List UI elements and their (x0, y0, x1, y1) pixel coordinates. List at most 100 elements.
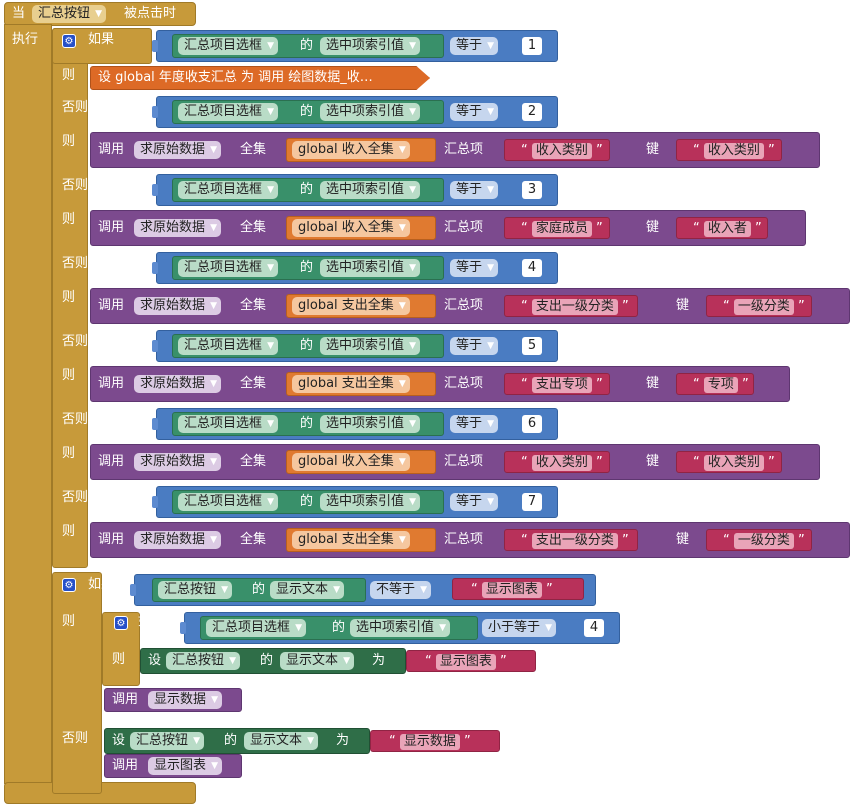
item-text-block[interactable]: “ 支出一级分类 ” (504, 529, 638, 551)
gear-icon[interactable]: ⚙ (62, 578, 76, 592)
call-label: 调用 (98, 220, 125, 235)
item-text-block[interactable]: “ 支出专项 ” (504, 373, 610, 395)
branch-number[interactable]: 5 (522, 337, 542, 355)
gear-icon[interactable]: ⚙ (114, 616, 128, 630)
chevron-down-icon: ▼ (487, 497, 495, 507)
equals-dropdown[interactable]: 等于 ▼ (450, 493, 499, 511)
proc-dropdown[interactable]: 求原始数据 ▼ (134, 141, 222, 159)
equals-dropdown[interactable]: 等于 ▼ (450, 181, 499, 199)
if-block-2-frame[interactable] (52, 572, 102, 794)
set-then-prop-dropdown[interactable]: 显示文本 ▼ (280, 652, 355, 670)
key-text-block[interactable]: “ 一级分类 ” (706, 529, 812, 551)
then-label-2: 则 (62, 614, 76, 629)
set-global-block[interactable] (90, 66, 430, 90)
sum-item-label: 汇总项 (444, 532, 484, 547)
set-then-of: 的 (260, 653, 274, 668)
proc-dropdown[interactable]: 求原始数据 ▼ (134, 453, 222, 471)
chevron-down-icon: ▼ (398, 457, 406, 467)
collection-dropdown[interactable]: global 支出全集 ▼ (292, 297, 410, 315)
key-text-value: 专项 (703, 377, 738, 393)
equals-dropdown[interactable]: 等于 ▼ (450, 259, 499, 277)
key-text-block[interactable]: “ 专项 ” (676, 373, 754, 395)
not-equals-dropdown[interactable]: 不等于 ▼ (370, 581, 432, 599)
selector-component-dropdown[interactable]: 汇总项目选框 ▼ (178, 103, 279, 121)
else-label: 否则 (62, 731, 89, 746)
selector-property-dropdown[interactable]: 选中项索引值 ▼ (320, 103, 421, 121)
key-text-block[interactable]: “ 一级分类 ” (706, 295, 812, 317)
selector-component-dropdown[interactable]: 汇总项目选框 ▼ (178, 181, 279, 199)
selector-property-dropdown[interactable]: 选中项索引值 ▼ (320, 337, 421, 355)
selector-component-dropdown[interactable]: 汇总项目选框 ▼ (178, 415, 279, 433)
if-block-1-frame[interactable] (52, 28, 88, 568)
chevron-down-icon: ▼ (211, 695, 219, 705)
set-else-prop-dropdown[interactable]: 显示文本 ▼ (244, 732, 319, 750)
set-then-text-block[interactable]: “ 显示图表 ” (406, 650, 536, 672)
compare-connector (152, 40, 158, 52)
sum-item-label: 汇总项 (444, 376, 484, 391)
selector-component-dropdown[interactable]: 汇总项目选框 ▼ (178, 337, 279, 355)
set-else-button-dropdown[interactable]: 汇总按钮 ▼ (130, 732, 205, 750)
equals-dropdown[interactable]: 等于 ▼ (450, 337, 499, 355)
chevron-down-icon: ▼ (409, 185, 417, 195)
chevron-down-icon: ▼ (409, 263, 417, 273)
chevron-down-icon: ▼ (210, 145, 218, 155)
lte-number[interactable]: 4 (584, 619, 604, 637)
call-else-proc-dropdown[interactable]: 显示图表 ▼ (148, 757, 223, 775)
item-text-block[interactable]: “ 支出一级分类 ” (504, 295, 638, 317)
equals-dropdown[interactable]: 等于 ▼ (450, 415, 499, 433)
chevron-down-icon: ▼ (487, 185, 495, 195)
chevron-down-icon: ▼ (210, 223, 218, 233)
item-text-block[interactable]: “ 家庭成员 ” (504, 217, 610, 239)
else-if-label: 否则，如果 (62, 100, 128, 115)
else-if-label: 否则，如果 (62, 334, 128, 349)
collection-label: 全集 (240, 532, 267, 547)
button-dropdown[interactable]: 汇总按钮 ▼ (158, 581, 233, 599)
key-text-value: 收入者 (703, 221, 751, 237)
set-then-button-dropdown[interactable]: 汇总按钮 ▼ (166, 652, 241, 670)
collection-dropdown[interactable]: global 支出全集 ▼ (292, 375, 410, 393)
gear-icon[interactable]: ⚙ (62, 34, 76, 48)
collection-dropdown[interactable]: global 收入全集 ▼ (292, 453, 410, 471)
selector-property-dropdown[interactable]: 选中项索引值 ▼ (320, 37, 421, 55)
proc-dropdown[interactable]: 求原始数据 ▼ (134, 297, 222, 315)
branch-number[interactable]: 1 (522, 37, 542, 55)
equals-dropdown[interactable]: 等于 ▼ (450, 37, 499, 55)
nested-selector-dropdown[interactable]: 汇总项目选框 ▼ (206, 619, 307, 637)
selector-property-dropdown[interactable]: 选中项索引值 ▼ (320, 415, 421, 433)
selector-component-dropdown[interactable]: 汇总项目选框 ▼ (178, 493, 279, 511)
branch-number[interactable]: 3 (522, 181, 542, 199)
branch-number[interactable]: 2 (522, 103, 542, 121)
proc-dropdown[interactable]: 求原始数据 ▼ (134, 375, 222, 393)
selector-property-dropdown[interactable]: 选中项索引值 ▼ (320, 259, 421, 277)
key-text-block[interactable]: “ 收入类别 ” (676, 139, 782, 161)
proc-dropdown[interactable]: 求原始数据 ▼ (134, 531, 222, 549)
chevron-down-icon: ▼ (487, 263, 495, 273)
call-then-proc-dropdown[interactable]: 显示数据 ▼ (148, 691, 223, 709)
key-text-block[interactable]: “ 收入者 ” (676, 217, 768, 239)
prop-dropdown[interactable]: 显示文本 ▼ (270, 581, 345, 599)
selector-component-dropdown[interactable]: 汇总项目选框 ▼ (178, 37, 279, 55)
nested-prop-dropdown[interactable]: 选中项索引值 ▼ (350, 619, 451, 637)
equals-dropdown[interactable]: 等于 ▼ (450, 103, 499, 121)
proc-dropdown[interactable]: 求原始数据 ▼ (134, 219, 222, 237)
item-text-block[interactable]: “ 收入类别 ” (504, 451, 610, 473)
collection-dropdown[interactable]: global 收入全集 ▼ (292, 141, 410, 159)
of-label: 的 (300, 494, 314, 509)
branch-number[interactable]: 4 (522, 259, 542, 277)
then-label: 则 (62, 290, 76, 305)
event-component-dropdown[interactable]: 汇总按钮 ▼ (32, 5, 107, 23)
call-label: 调用 (98, 142, 125, 157)
selector-property-dropdown[interactable]: 选中项索引值 ▼ (320, 493, 421, 511)
compare-text-block[interactable]: “ 显示图表 ” (452, 578, 584, 600)
collection-dropdown[interactable]: global 收入全集 ▼ (292, 219, 410, 237)
selector-component-dropdown[interactable]: 汇总项目选框 ▼ (178, 259, 279, 277)
key-text-block[interactable]: “ 收入类别 ” (676, 451, 782, 473)
chevron-down-icon: ▼ (439, 623, 447, 633)
selector-property-dropdown[interactable]: 选中项索引值 ▼ (320, 181, 421, 199)
lte-dropdown[interactable]: 小于等于 ▼ (482, 619, 557, 637)
item-text-block[interactable]: “ 收入类别 ” (504, 139, 610, 161)
branch-number[interactable]: 6 (522, 415, 542, 433)
set-else-text-block[interactable]: “ 显示数据 ” (370, 730, 500, 752)
collection-dropdown[interactable]: global 支出全集 ▼ (292, 531, 410, 549)
branch-number[interactable]: 7 (522, 493, 542, 511)
